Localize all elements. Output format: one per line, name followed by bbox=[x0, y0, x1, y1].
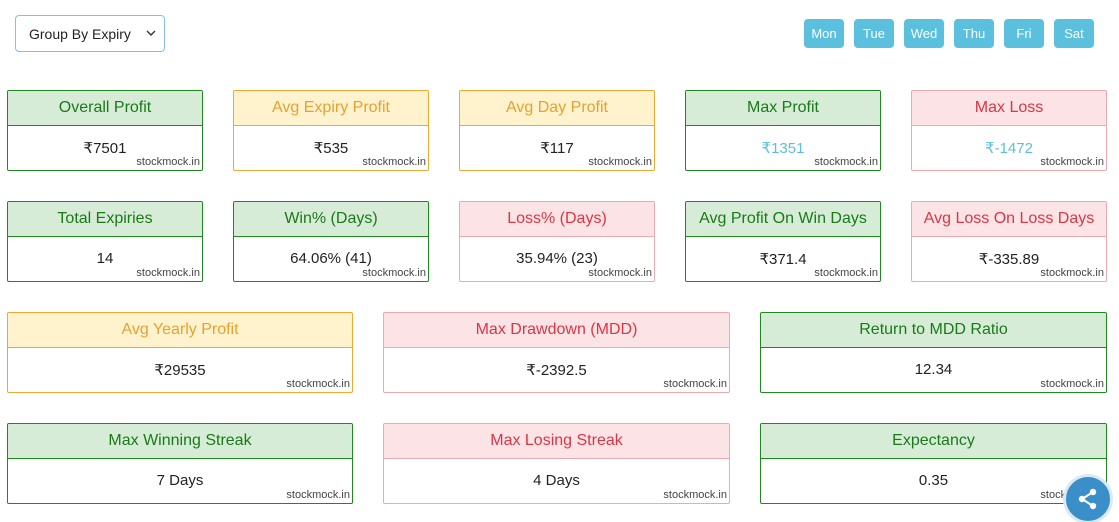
watermark: stockmock.in bbox=[136, 156, 200, 168]
watermark: stockmock.in bbox=[663, 378, 727, 390]
watermark: stockmock.in bbox=[663, 489, 727, 501]
card-title: Max Drawdown (MDD) bbox=[384, 313, 729, 348]
watermark: stockmock.in bbox=[1040, 156, 1104, 168]
card-value: ₹7501 bbox=[83, 140, 127, 157]
stat-card-expectancy: Expectancy 0.35 stockmock.in bbox=[760, 423, 1107, 504]
card-value: 14 bbox=[96, 250, 114, 267]
card-title: Avg Loss On Loss Days bbox=[912, 202, 1106, 237]
stat-card-max-loss: Max Loss ₹-1472 stockmock.in bbox=[911, 90, 1107, 171]
card-title: Max Winning Streak bbox=[8, 424, 352, 459]
stat-card-overall-profit: Overall Profit ₹7501 stockmock.in bbox=[7, 90, 203, 171]
card-value: 7 Days bbox=[156, 472, 204, 489]
watermark: stockmock.in bbox=[362, 156, 426, 168]
group-by-select-value: Group By Expiry bbox=[29, 25, 131, 42]
card-value: ₹117 bbox=[540, 140, 574, 157]
day-button-sat[interactable]: Sat bbox=[1054, 19, 1094, 48]
watermark: stockmock.in bbox=[286, 378, 350, 390]
card-value: ₹-335.89 bbox=[978, 251, 1040, 268]
stat-card-max-drawdown: Max Drawdown (MDD) ₹-2392.5 stockmock.in bbox=[383, 312, 730, 393]
stat-card-avg-profit-win-days: Avg Profit On Win Days ₹371.4 stockmock.… bbox=[685, 201, 881, 282]
card-title: Avg Profit On Win Days bbox=[686, 202, 880, 237]
card-value: ₹29535 bbox=[154, 362, 206, 379]
watermark: stockmock.in bbox=[588, 267, 652, 279]
stat-card-max-profit: Max Profit ₹1351 stockmock.in bbox=[685, 90, 881, 171]
watermark: stockmock.in bbox=[286, 489, 350, 501]
stat-card-win-percent: Win% (Days) 64.06% (41) stockmock.in bbox=[233, 201, 429, 282]
day-button-fri[interactable]: Fri bbox=[1004, 19, 1044, 48]
group-by-select[interactable]: Group By Expiry bbox=[15, 15, 165, 52]
stat-card-return-mdd-ratio: Return to MDD Ratio 12.34 stockmock.in bbox=[760, 312, 1107, 393]
card-title: Avg Expiry Profit bbox=[234, 91, 428, 126]
card-value: ₹-2392.5 bbox=[526, 362, 587, 379]
stat-card-avg-expiry-profit: Avg Expiry Profit ₹535 stockmock.in bbox=[233, 90, 429, 171]
share-button[interactable] bbox=[1063, 474, 1113, 522]
stat-card-avg-loss-loss-days: Avg Loss On Loss Days ₹-335.89 stockmock… bbox=[911, 201, 1107, 282]
card-title: Avg Day Profit bbox=[460, 91, 654, 126]
stat-card-avg-day-profit: Avg Day Profit ₹117 stockmock.in bbox=[459, 90, 655, 171]
card-value: 12.34 bbox=[914, 361, 953, 378]
chevron-down-icon bbox=[146, 30, 156, 36]
watermark: stockmock.in bbox=[814, 156, 878, 168]
card-title: Max Losing Streak bbox=[384, 424, 729, 459]
stat-card-max-losing-streak: Max Losing Streak 4 Days stockmock.in bbox=[383, 423, 730, 504]
card-value: 0.35 bbox=[918, 472, 949, 489]
day-button-tue[interactable]: Tue bbox=[854, 19, 894, 48]
watermark: stockmock.in bbox=[362, 267, 426, 279]
share-icon bbox=[1078, 488, 1097, 510]
card-value-link[interactable]: ₹-1472 bbox=[985, 140, 1033, 157]
day-button-wed[interactable]: Wed bbox=[904, 19, 944, 48]
stat-card-max-winning-streak: Max Winning Streak 7 Days stockmock.in bbox=[7, 423, 353, 504]
card-title: Max Profit bbox=[686, 91, 880, 126]
card-title: Return to MDD Ratio bbox=[761, 313, 1106, 348]
card-value: ₹371.4 bbox=[759, 251, 807, 268]
card-title: Win% (Days) bbox=[234, 202, 428, 237]
watermark: stockmock.in bbox=[1040, 378, 1104, 390]
card-value-link[interactable]: ₹1351 bbox=[761, 140, 805, 157]
watermark: stockmock.in bbox=[136, 267, 200, 279]
watermark: stockmock.in bbox=[588, 156, 652, 168]
weekday-filter: Mon Tue Wed Thu Fri Sat bbox=[804, 19, 1094, 48]
card-title: Loss% (Days) bbox=[460, 202, 654, 237]
day-button-thu[interactable]: Thu bbox=[954, 19, 994, 48]
card-title: Avg Yearly Profit bbox=[8, 313, 352, 348]
card-title: Total Expiries bbox=[8, 202, 202, 237]
card-title: Overall Profit bbox=[8, 91, 202, 126]
card-title: Expectancy bbox=[761, 424, 1106, 459]
card-value: ₹535 bbox=[313, 140, 349, 157]
stat-card-loss-percent: Loss% (Days) 35.94% (23) stockmock.in bbox=[459, 201, 655, 282]
stat-card-avg-yearly-profit: Avg Yearly Profit ₹29535 stockmock.in bbox=[7, 312, 353, 393]
card-title: Max Loss bbox=[912, 91, 1106, 126]
watermark: stockmock.in bbox=[814, 267, 878, 279]
watermark: stockmock.in bbox=[1040, 267, 1104, 279]
stat-card-total-expiries: Total Expiries 14 stockmock.in bbox=[7, 201, 203, 282]
card-value: 64.06% (41) bbox=[290, 250, 372, 267]
card-value: 4 Days bbox=[533, 472, 580, 489]
day-button-mon[interactable]: Mon bbox=[804, 19, 844, 48]
card-value: 35.94% (23) bbox=[516, 250, 598, 267]
